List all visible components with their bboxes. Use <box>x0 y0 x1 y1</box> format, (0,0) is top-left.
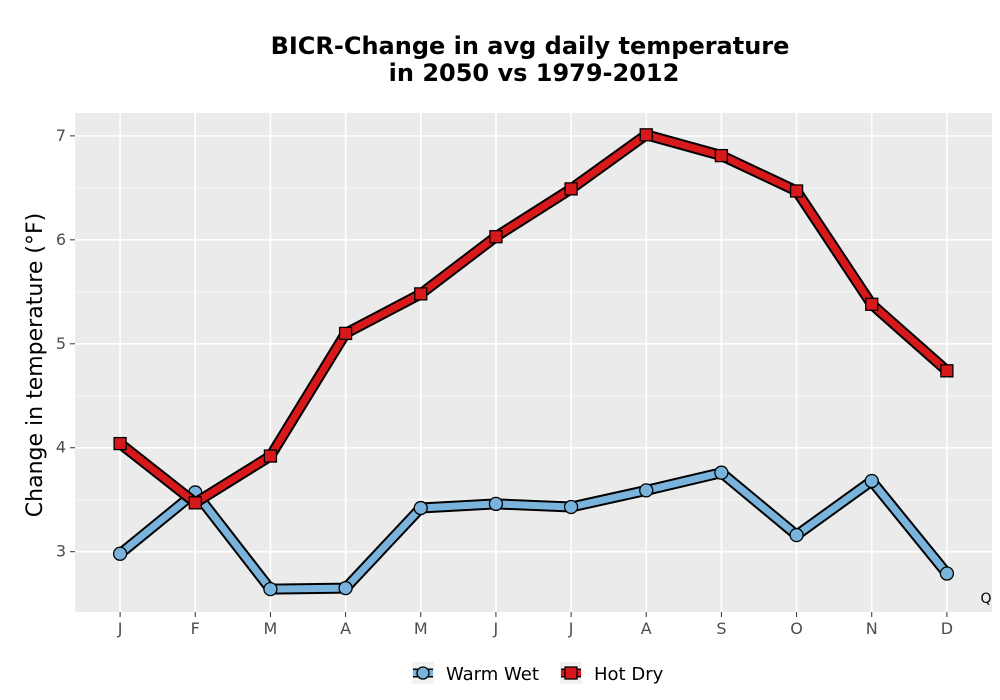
series-square <box>113 128 954 510</box>
data-point <box>714 465 729 480</box>
data-point <box>865 297 879 311</box>
data-point <box>263 581 278 597</box>
data-point <box>489 230 503 244</box>
x-tick-label: A <box>340 619 351 638</box>
series-line <box>116 469 951 593</box>
x-tick-label: M <box>264 619 278 638</box>
legend-label: Warm Wet <box>446 664 539 685</box>
chart-title-line-2: in 2050 vs 1979-2012 <box>389 59 680 87</box>
data-point <box>940 364 954 378</box>
data-point <box>639 483 654 498</box>
data-point <box>414 287 428 301</box>
legend-key-marker <box>564 666 578 680</box>
data-point <box>188 496 202 510</box>
data-point <box>789 527 804 543</box>
data-point <box>864 473 879 489</box>
x-tick-label: A <box>641 619 652 638</box>
x-tick-label: D <box>941 619 953 638</box>
data-point <box>413 500 428 516</box>
x-tick-label: N <box>866 619 878 638</box>
data-point <box>338 580 353 596</box>
data-point <box>939 566 955 581</box>
data-point <box>113 436 127 451</box>
x-tick-label: J <box>568 619 574 638</box>
data-point <box>338 326 353 341</box>
x-tick-label: F <box>191 619 200 638</box>
y-tick-label: 7 <box>56 126 66 145</box>
x-tick-label: M <box>414 619 428 638</box>
data-point <box>112 546 128 561</box>
x-tick-label: J <box>117 619 123 638</box>
y-tick-label: 4 <box>56 438 66 457</box>
legend-label: Hot Dry <box>594 664 664 685</box>
chart-title-line-1: BICR-Change in avg daily temperature <box>271 32 790 60</box>
x-tick-label: O <box>790 619 803 638</box>
data-point <box>564 182 578 196</box>
y-tick-label: 3 <box>56 542 66 561</box>
y-tick-label: 6 <box>56 230 66 249</box>
series-layer <box>112 128 955 597</box>
data-point <box>639 128 653 142</box>
data-point <box>563 499 579 515</box>
y-tick-label: 5 <box>56 334 66 353</box>
x-tick-label: S <box>716 619 726 638</box>
data-point <box>263 449 278 463</box>
data-point <box>789 184 804 198</box>
data-point <box>714 148 729 163</box>
corner-note: Q <box>980 591 991 607</box>
x-tick-label: J <box>493 619 499 638</box>
y-axis-ticks: 3 4 5 6 7 <box>56 126 75 561</box>
legend: Warm Wet Hot Dry <box>412 662 664 685</box>
y-axis-title: Change in temperature (°F) <box>23 213 48 517</box>
series-line <box>116 131 951 507</box>
series-circle <box>112 465 955 597</box>
data-point <box>488 496 504 512</box>
legend-key-marker <box>416 666 430 680</box>
